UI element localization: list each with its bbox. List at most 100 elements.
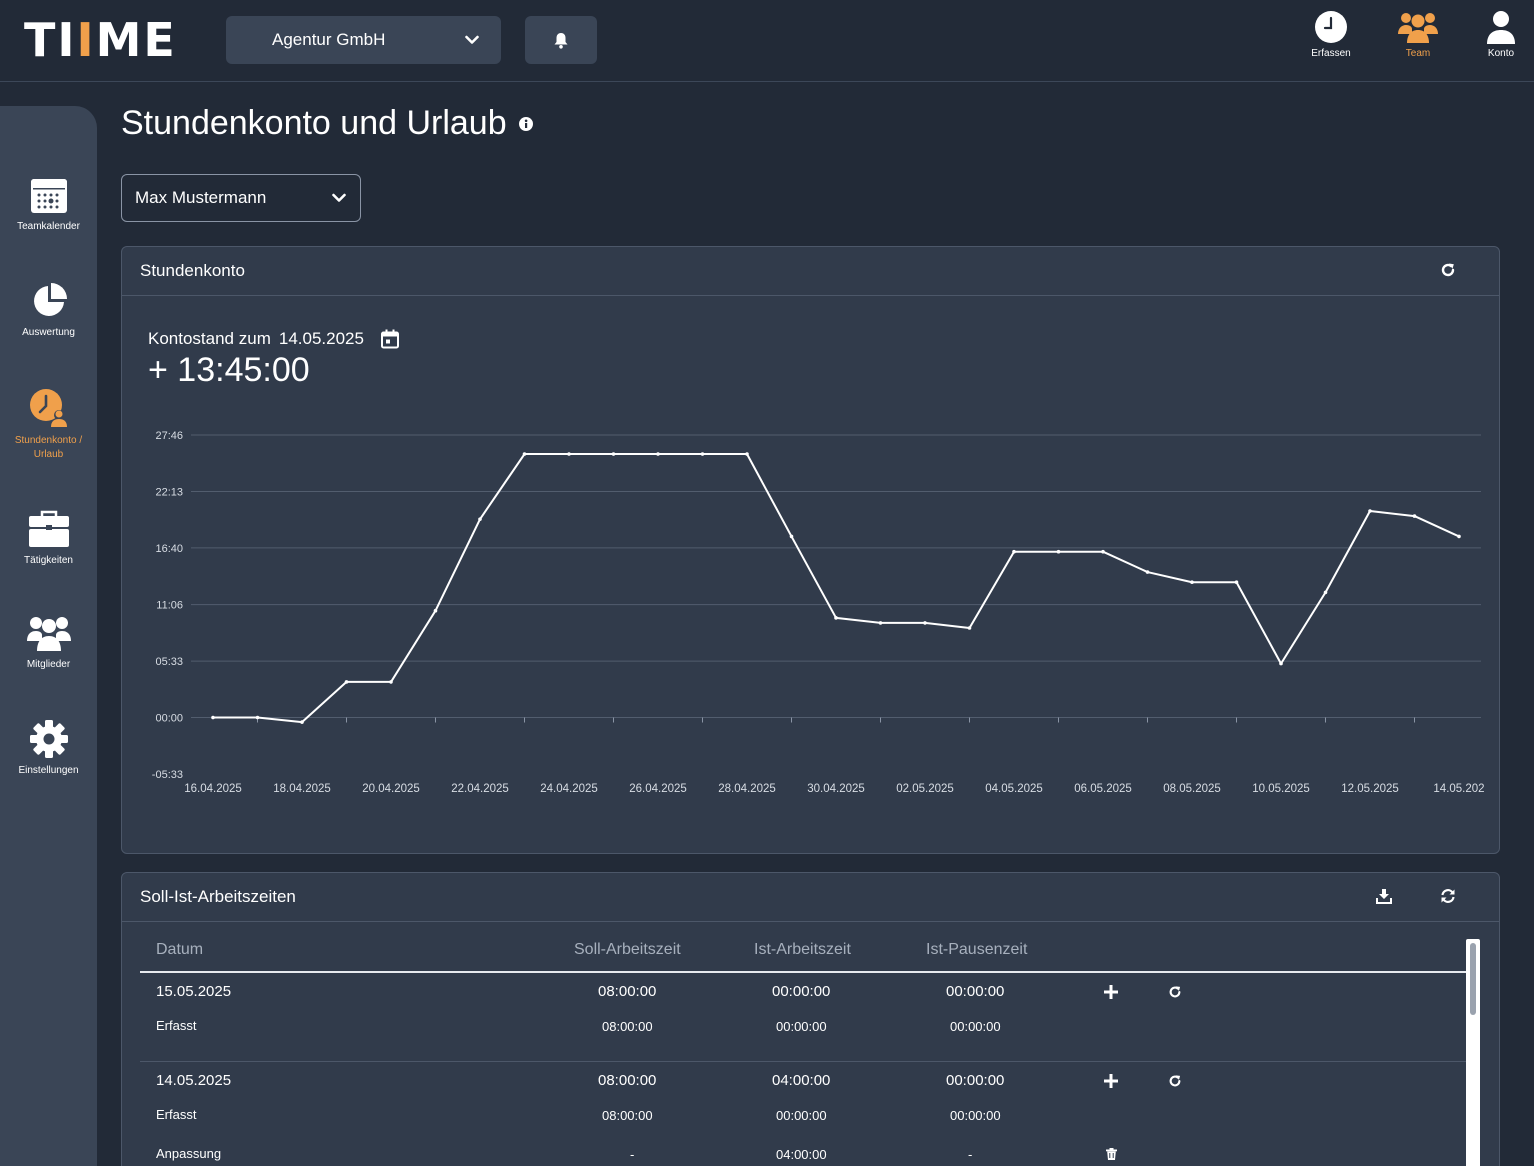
chart-point: [255, 715, 260, 720]
row-divider: [140, 1061, 1466, 1062]
nav-konto[interactable]: Konto: [1466, 10, 1534, 70]
time-account-icon: [29, 389, 67, 427]
add-icon[interactable]: [1104, 1074, 1118, 1088]
nav-konto-label: Konto: [1487, 48, 1515, 59]
subrow-pause: 00:00:00: [950, 1108, 1001, 1123]
col-ist[interactable]: Ist-Arbeitszeit: [754, 941, 851, 958]
chart-x-tick-label: 26.04.2025: [629, 783, 687, 795]
chart-point: [878, 621, 883, 625]
chart-y-tick-label: 27:46: [155, 430, 183, 442]
sidebar-item-stundenkonto[interactable]: Stundenkonto / Urlaub: [0, 388, 97, 462]
col-pause[interactable]: Ist-Pausenzeit: [926, 941, 1028, 958]
col-soll[interactable]: Soll-Arbeitszeit: [574, 941, 681, 958]
subrow-pause: -: [968, 1147, 973, 1162]
page-title: Stundenkonto und Urlaub: [121, 104, 533, 143]
sidebar-item-teamkalender[interactable]: Teamkalender: [0, 176, 97, 234]
sidebar-item-auswertung[interactable]: Auswertung: [0, 282, 97, 340]
user-select-label: Max Mustermann: [135, 188, 267, 207]
calendar-picker-icon[interactable]: [380, 329, 400, 349]
chart-y-tick-label: 16:40: [155, 543, 183, 555]
row-ist: 00:00:00: [772, 983, 831, 1000]
kontostand-date: 14.05.2025: [278, 329, 364, 348]
sollist-title: Soll-Ist-Arbeitszeiten: [140, 887, 296, 906]
add-icon[interactable]: [1104, 985, 1118, 999]
sidebar-item-label: Auswertung: [22, 327, 75, 338]
chart-point: [211, 715, 215, 720]
chart-point: [745, 452, 749, 456]
refresh-icon[interactable]: [1440, 262, 1456, 278]
nav-erfassen[interactable]: Erfassen: [1296, 10, 1366, 70]
stundenkonto-card: Stundenkonto Kontostand zum 14.05.2025 +…: [121, 246, 1500, 854]
trash-icon[interactable]: [1106, 1148, 1117, 1160]
subrow-label: Erfasst: [156, 1107, 197, 1122]
table-scrollbar[interactable]: [1466, 939, 1480, 1166]
team-icon: [1398, 13, 1438, 43]
chart-point: [656, 452, 660, 456]
chart-point: [1145, 570, 1150, 574]
nav-team[interactable]: Team: [1383, 10, 1453, 70]
chart-point: [389, 680, 393, 684]
chart-point: [1190, 580, 1194, 585]
user-select[interactable]: Max Mustermann: [121, 174, 361, 222]
logo[interactable]: TIIME: [24, 13, 177, 67]
row-date: 14.05.2025: [156, 1072, 232, 1089]
chart-x-tick-label: 12.05.2025: [1341, 783, 1399, 795]
top-bar: TIIME Agentur GmbH Erfassen Team Konto: [0, 0, 1534, 82]
reset-icon[interactable]: [1168, 985, 1182, 999]
row-date: 15.05.2025: [156, 983, 232, 1000]
sidebar-item-label: Mitglieder: [26, 659, 71, 670]
calendar-icon: [30, 179, 67, 213]
sidebar-item-taetigkeiten[interactable]: Tätigkeiten: [0, 510, 97, 568]
chart-point: [1279, 661, 1283, 666]
chart-x-tick-label: 04.05.2025: [985, 783, 1043, 795]
pie-chart-icon: [33, 283, 67, 316]
chart-point: [1056, 549, 1061, 554]
bell-icon: [554, 32, 568, 49]
chart-point: [834, 616, 838, 620]
chart-point: [567, 452, 571, 456]
download-icon[interactable]: [1376, 888, 1392, 904]
chart-point: [1234, 580, 1239, 585]
subrow-soll: 08:00:00: [602, 1019, 653, 1034]
chevron-down-icon: [465, 35, 479, 44]
row-pause: 00:00:00: [946, 983, 1005, 1000]
subrow-ist: 00:00:00: [776, 1019, 827, 1034]
stundenkonto-chart: 27:46 22:13 16:40 11:06 05:33 00:00 -05:3316.0…: [152, 430, 1485, 795]
reset-icon[interactable]: [1168, 1074, 1182, 1088]
chevron-down-icon: [332, 193, 346, 202]
chart-point: [967, 626, 972, 630]
chart-x-tick-label: 24.04.2025: [540, 783, 598, 795]
chart-point: [344, 680, 349, 684]
chart-x-tick-label: 20.04.2025: [362, 783, 420, 795]
chart-point: [1012, 549, 1016, 554]
stundenkonto-header: Stundenkonto: [122, 247, 1499, 296]
table-scrollbar-thumb[interactable]: [1470, 943, 1476, 1015]
user-icon: [1487, 11, 1515, 44]
info-icon[interactable]: [518, 116, 533, 131]
sidebar-item-einstellungen[interactable]: Einstellungen: [0, 720, 97, 778]
sync-icon[interactable]: [1440, 888, 1456, 904]
chart-point: [1101, 549, 1105, 554]
chart-point: [611, 452, 616, 456]
nav-erfassen-label: Erfassen: [1311, 48, 1351, 59]
chart-series-line: [213, 453, 1460, 724]
notifications-button[interactable]: [525, 16, 597, 64]
subrow-ist: 04:00:00: [776, 1147, 827, 1162]
chart-point: [923, 621, 927, 625]
company-select[interactable]: Agentur GmbH: [226, 16, 501, 64]
row-pause: 00:00:00: [946, 1072, 1005, 1089]
chart-x-tick-label: 28.04.2025: [718, 783, 776, 795]
chart-point: [433, 608, 438, 613]
briefcase-icon: [28, 510, 69, 547]
company-select-label: Agentur GmbH: [272, 30, 386, 49]
sidebar-item-mitglieder[interactable]: Mitglieder: [0, 614, 97, 672]
chart-point: [1412, 514, 1417, 518]
chart-point: [522, 452, 527, 456]
col-datum[interactable]: Datum: [156, 941, 204, 958]
nav-team-label: Team: [1405, 48, 1431, 59]
stundenkonto-title: Stundenkonto: [140, 261, 245, 280]
chart-x-tick-label: 08.05.2025: [1163, 783, 1221, 795]
chart-point: [300, 720, 304, 724]
chart-x-tick-label: 30.04.2025: [807, 783, 865, 795]
chart-x-tick-label: 22.04.2025: [451, 783, 509, 795]
